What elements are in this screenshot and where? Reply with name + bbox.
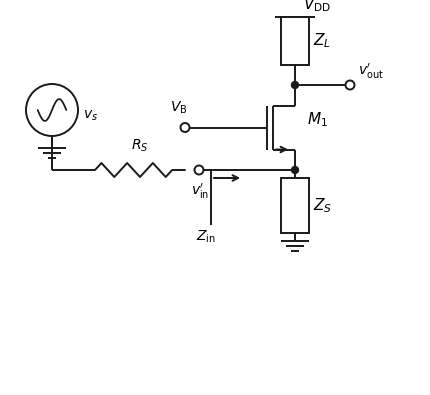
Text: $M_1$: $M_1$ [307,110,328,129]
Text: $Z_S$: $Z_S$ [313,196,332,215]
Text: $V_{\mathrm{DD}}$: $V_{\mathrm{DD}}$ [303,0,331,14]
Circle shape [292,81,298,88]
Circle shape [26,84,78,136]
Circle shape [292,167,298,173]
Text: $v_s$: $v_s$ [83,109,98,123]
Text: $V_{\mathrm{B}}$: $V_{\mathrm{B}}$ [170,99,188,115]
Bar [281,178,309,233]
Circle shape [181,123,190,132]
Circle shape [345,81,354,90]
Text: $v^{\prime}_{\mathrm{out}}$: $v^{\prime}_{\mathrm{out}}$ [358,62,384,81]
Text: $Z_L$: $Z_L$ [313,32,331,50]
Circle shape [194,166,203,175]
Text: $R_S$: $R_S$ [131,137,149,154]
Text: $v^{\prime}_{\mathrm{in}}$: $v^{\prime}_{\mathrm{in}}$ [191,182,209,201]
Text: $Z_{\mathrm{in}}$: $Z_{\mathrm{in}}$ [196,229,216,245]
Bar [281,17,309,65]
